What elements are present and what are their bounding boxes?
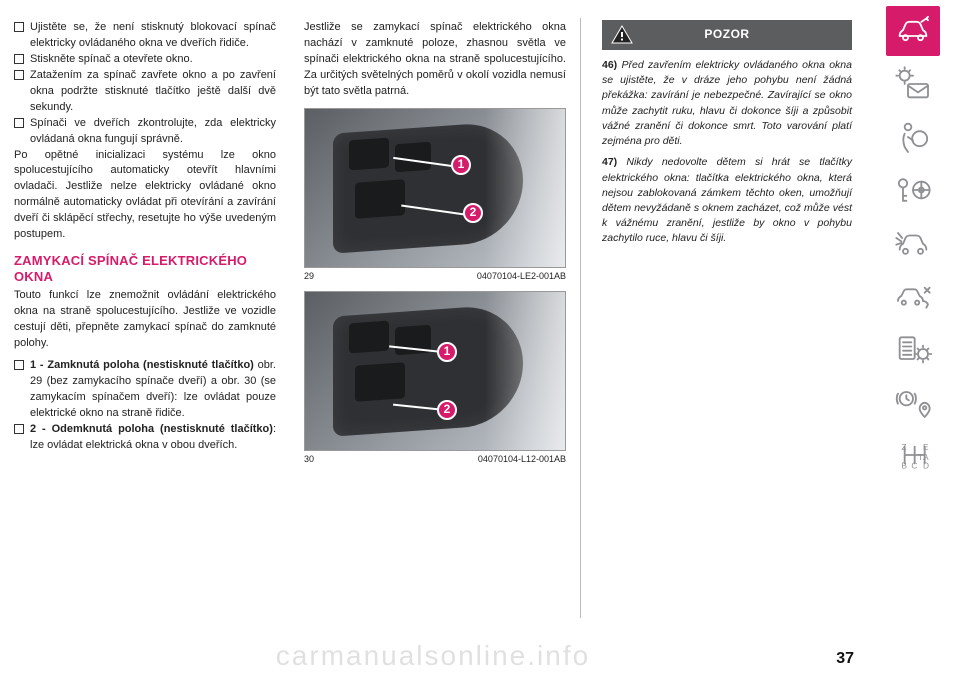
- page-number: 37: [836, 650, 854, 668]
- divider: [580, 18, 581, 618]
- warning-item: 46) Před zavřením elektricky ovládaného …: [602, 58, 852, 149]
- warning-text: Před zavřením elektricky ovládaného okna…: [602, 59, 852, 147]
- warning-header: POZOR: [602, 20, 852, 50]
- warning-number: 46): [602, 59, 617, 71]
- callout-2: 2: [437, 400, 457, 420]
- text: 1 - Zamknutá poloha (nestisknuté tlačítk…: [30, 358, 276, 422]
- bold-text: 1 - Zamknutá poloha (nestisknuté tlačítk…: [30, 359, 254, 371]
- callout-1: 1: [437, 342, 457, 362]
- envelope-light-icon[interactable]: [886, 59, 940, 109]
- warning-title: POZOR: [602, 26, 852, 43]
- para: 1 - Zamknutá poloha (nestisknuté tlačítk…: [14, 358, 276, 422]
- checkbox-marker: [14, 22, 24, 32]
- para: Jestliže se zamykací spínač elektrického…: [304, 20, 566, 100]
- warning-item: 47) Nikdy nedovolte dětem si hrát se tla…: [602, 155, 852, 246]
- checkbox-marker: [14, 70, 24, 80]
- car-icon[interactable]: [886, 6, 940, 56]
- warning-body: 46) Před zavřením elektricky ovládaného …: [602, 58, 852, 247]
- warning-number: 47): [602, 156, 617, 168]
- text: Stiskněte spínač a otevřete okno.: [30, 52, 193, 68]
- checkbox-marker: [14, 360, 24, 370]
- transmission-icon[interactable]: Z B C T E A D: [886, 430, 940, 480]
- car-crash-icon[interactable]: [886, 218, 940, 268]
- figure-image: 1 2: [304, 291, 566, 451]
- para: Stiskněte spínač a otevřete okno.: [14, 52, 276, 68]
- section-heading: ZAMYKACÍ SPÍNAČ ELEKTRICKÉHO OKNA: [14, 253, 276, 284]
- text: Spínači ve dveřích zkontrolujte, zda ele…: [30, 116, 276, 148]
- figure-30: 1 2 30 04070104-L12-001AB: [304, 291, 566, 466]
- para: Touto funkcí lze znemožnit ovládání elek…: [14, 288, 276, 352]
- figure-number: 29: [304, 270, 314, 283]
- text: 2 - Odemknutá poloha (nestisknuté tlačít…: [30, 422, 276, 454]
- airbag-icon[interactable]: [886, 112, 940, 162]
- heading-text: ZAMYKACÍ SPÍNAČ ELEKTRICKÉHO OKNA: [14, 253, 276, 284]
- figure-caption: 30 04070104-L12-001AB: [304, 453, 566, 466]
- media-gps-icon[interactable]: [886, 377, 940, 427]
- para: 2 - Odemknutá poloha (nestisknuté tlačít…: [14, 422, 276, 454]
- checkbox-marker: [14, 54, 24, 64]
- figure-image: 1 2: [304, 108, 566, 268]
- figure-caption: 29 04070104-LE2-001AB: [304, 270, 566, 283]
- checkbox-marker: [14, 424, 24, 434]
- key-steering-icon[interactable]: [886, 165, 940, 215]
- figure-code: 04070104-LE2-001AB: [477, 270, 566, 283]
- car-service-icon[interactable]: [886, 271, 940, 321]
- para: Spínači ve dveřích zkontrolujte, zda ele…: [14, 116, 276, 148]
- text: Zatažením za spínač zavřete okno a po za…: [30, 68, 276, 116]
- column-1: Ujistěte se, že není stisknutý blokovací…: [0, 0, 290, 678]
- figure-code: 04070104-L12-001AB: [478, 453, 566, 466]
- callout-2: 2: [463, 203, 483, 223]
- warning-triangle-icon: [610, 23, 634, 47]
- warning-text: Nikdy nedovolte dětem si hrát se tlačítk…: [602, 156, 852, 244]
- checkbox-marker: [14, 118, 24, 128]
- sidebar-nav: Z B C T E A D: [866, 0, 960, 678]
- para: Ujistěte se, že není stisknutý blokovací…: [14, 20, 276, 52]
- text: Ujistěte se, že není stisknutý blokovací…: [30, 20, 276, 52]
- figure-29: 1 2 29 04070104-LE2-001AB: [304, 108, 566, 283]
- column-3: POZOR 46) Před zavřením elektricky ovlád…: [580, 0, 866, 678]
- para: Po opětné inicializaci systému lze okno …: [14, 148, 276, 244]
- column-2: Jestliže se zamykací spínač elektrického…: [290, 0, 580, 678]
- para: Zatažením za spínač zavřete okno a po za…: [14, 68, 276, 116]
- settings-list-icon[interactable]: [886, 324, 940, 374]
- figure-number: 30: [304, 453, 314, 466]
- callout-1: 1: [451, 155, 471, 175]
- bold-text: 2 - Odemknutá poloha (nestisknuté tlačít…: [30, 423, 273, 435]
